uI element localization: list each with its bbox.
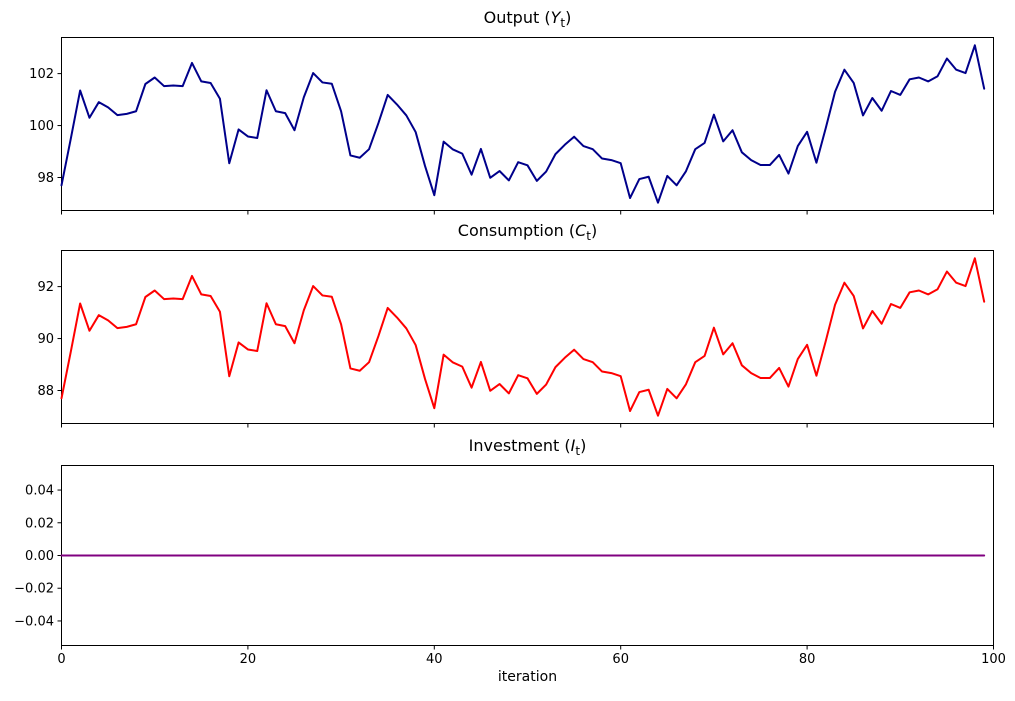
consumption-line — [60, 257, 986, 417]
title-text: ) — [565, 8, 572, 27]
axes-frame — [61, 37, 994, 211]
y-tick-label: 90 — [37, 332, 54, 347]
x-tick-label: 80 — [799, 652, 816, 667]
title-variable: C — [575, 221, 587, 240]
y-tick-label: 100 — [29, 119, 54, 134]
y-tick-label: −0.04 — [14, 614, 54, 629]
output-chart: Output (Yt) 98 100 102 — [0, 8, 1015, 215]
title-subscript: t — [586, 229, 591, 244]
consumption-chart-title: Consumption (Ct) — [61, 220, 994, 247]
investment-plot: 0 20 40 60 80 100 0.04 0.02 0.00 −0.02 −0.04 — [14, 465, 1006, 667]
y-tick-label: 0.02 — [25, 516, 54, 531]
investment-chart-title: Investment (It) — [61, 435, 994, 462]
output-chart-title: Output (Yt) — [61, 7, 994, 34]
y-tick-label: 88 — [37, 384, 54, 399]
y-tick-label: 92 — [37, 280, 54, 295]
x-axis-label: iteration — [497, 669, 558, 685]
consumption-plot: 88 90 92 — [37, 250, 994, 428]
investment-chart: Investment (It) 0 20 40 60 80 100 0.04 0.02 0.00… — [0, 436, 1015, 667]
axes-frame — [61, 250, 994, 424]
y-tick-label: 98 — [37, 171, 54, 186]
title-variable: I — [570, 436, 576, 455]
x-tick-label: 100 — [981, 652, 1006, 667]
title-text: Consumption ( — [457, 221, 576, 240]
x-tick-label: 20 — [240, 652, 257, 667]
output-line — [60, 44, 986, 204]
title-subscript: t — [575, 444, 581, 459]
title-text: Investment ( — [468, 436, 571, 455]
x-tick-label: 40 — [426, 652, 443, 667]
title-text: ) — [590, 221, 598, 240]
x-tick-label: 60 — [612, 652, 629, 667]
x-tick-label: 0 — [57, 652, 65, 667]
consumption-chart: Consumption (Ct) 88 90 92 — [0, 221, 1015, 428]
title-text: ) — [580, 436, 587, 455]
y-tick-label: 102 — [29, 67, 54, 82]
title-subscript: t — [560, 16, 566, 31]
y-tick-label: 0.04 — [25, 484, 54, 499]
title-text: Output ( — [483, 8, 551, 27]
title-variable: Y — [550, 8, 561, 27]
y-tick-label: −0.02 — [14, 582, 54, 597]
output-plot: 98 100 102 — [29, 37, 994, 215]
y-tick-label: 0.00 — [25, 549, 54, 564]
